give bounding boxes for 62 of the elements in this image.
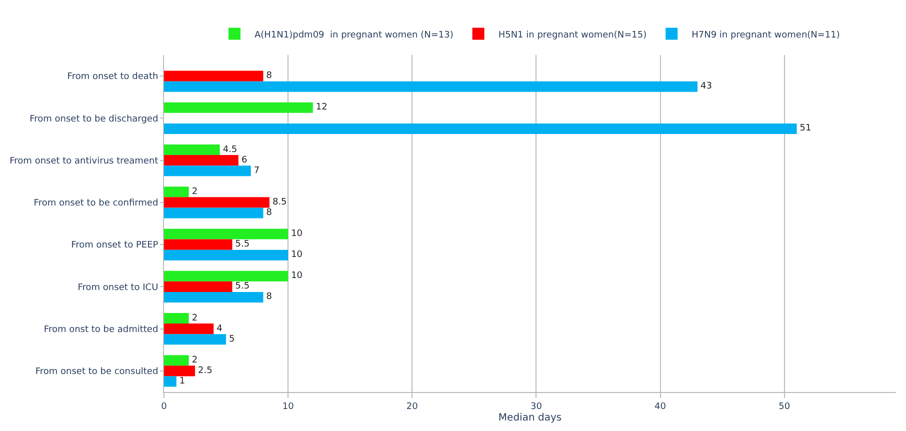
data-label: 2.5 (198, 366, 212, 376)
x-axis-title: Median days (498, 412, 562, 424)
x-tick-label: 40 (654, 402, 666, 412)
data-label: 8 (266, 292, 272, 302)
bar (164, 270, 288, 282)
data-label: 51 (800, 124, 812, 134)
bar (164, 197, 270, 208)
data-label: 6 (241, 155, 248, 166)
bar (164, 281, 232, 292)
y-tick-label: From onset to be discharged (30, 114, 158, 124)
data-label: 10 (291, 229, 303, 240)
bar (164, 324, 214, 334)
y-tick-label: From onset to be confirmed (34, 198, 158, 209)
y-tick-label: From onset to be consulted (35, 367, 158, 378)
bar (164, 81, 698, 92)
bar (164, 334, 226, 345)
y-tick-label: From onset to ICU (78, 282, 158, 293)
bar (164, 239, 232, 250)
y-tick-label: From onset to death (67, 72, 158, 82)
bar (164, 228, 288, 240)
bar (164, 144, 220, 156)
bar (164, 102, 313, 113)
bar (164, 186, 189, 198)
data-label: 5 (229, 334, 235, 344)
bar (164, 208, 264, 218)
y-tick-label: From onst to be admitted (44, 324, 158, 335)
legend-label: A(H1N1)pdm09 in pregnant women (N=13) (254, 30, 454, 40)
data-label: 10 (291, 271, 303, 282)
data-label: 4 (216, 324, 223, 334)
data-label: 12 (316, 102, 328, 113)
data-label: 2 (192, 186, 198, 197)
data-label: 5.5 (235, 282, 250, 292)
bar (164, 250, 288, 260)
data-label: 8.5 (272, 197, 287, 208)
bar (164, 292, 264, 302)
bar (164, 155, 238, 166)
bar (164, 70, 264, 82)
x-tick-label: 30 (530, 402, 542, 412)
x-tick-label: 20 (406, 402, 418, 412)
data-label: 4.5 (222, 144, 238, 155)
bar (164, 313, 189, 324)
bar (164, 166, 251, 176)
x-tick-label: 0 (161, 402, 168, 412)
data-label: 43 (700, 82, 712, 92)
data-label: 2 (192, 355, 198, 366)
bar (164, 376, 176, 387)
data-label: 8 (266, 208, 272, 218)
data-label: 8 (266, 71, 272, 82)
bar (164, 366, 196, 376)
y-tick-label: From onset to PEEP (71, 240, 159, 251)
bar (164, 355, 189, 366)
data-label: 10 (291, 250, 303, 260)
data-label: 7 (254, 166, 260, 176)
x-tick-label: 50 (778, 402, 790, 412)
x-tick-label: 10 (282, 402, 294, 412)
bar (164, 123, 797, 134)
legend-label: H5N1 in pregnant women(N=15) (498, 30, 647, 40)
data-label: 2 (192, 313, 198, 324)
y-tick-label: From onset to antivirus treament (10, 156, 159, 166)
data-label: 1 (179, 376, 186, 386)
legend-label: H7N9 in pregnant women(N=11) (692, 30, 840, 40)
data-label: 5.5 (235, 240, 250, 250)
